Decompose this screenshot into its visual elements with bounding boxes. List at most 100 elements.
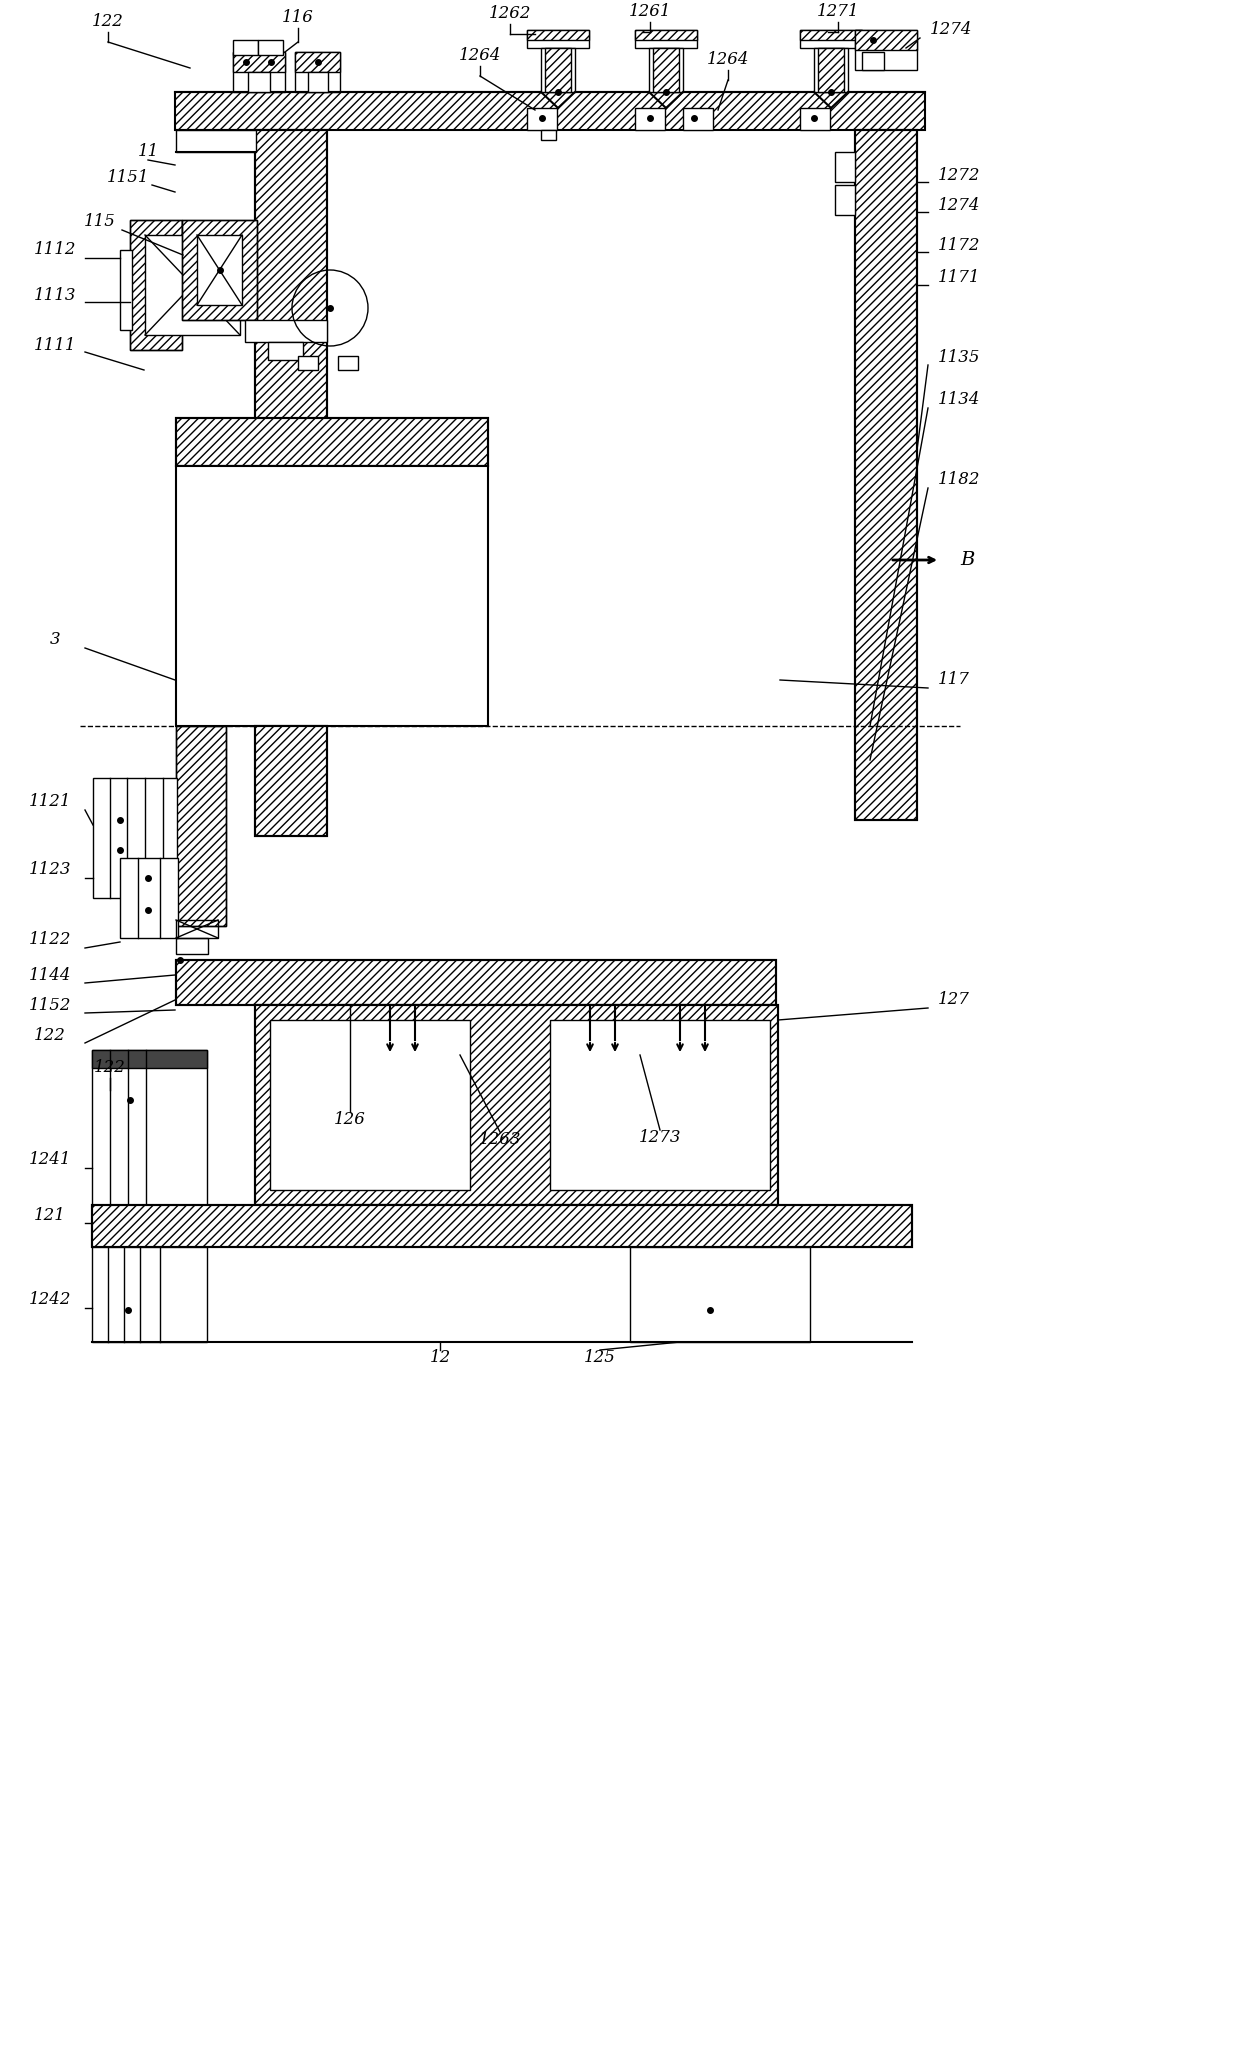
Bar — [813, 47, 848, 93]
Bar — [270, 1020, 470, 1190]
Bar — [182, 220, 257, 321]
Bar — [800, 31, 862, 39]
Bar — [248, 72, 270, 93]
Bar — [130, 220, 182, 350]
Bar — [835, 185, 856, 216]
Text: B: B — [960, 551, 975, 570]
Bar — [653, 47, 680, 93]
Bar — [258, 39, 283, 56]
Bar — [255, 726, 327, 837]
Text: 1112: 1112 — [33, 241, 76, 259]
Bar — [255, 1005, 777, 1205]
Bar — [856, 130, 918, 820]
Text: 1144: 1144 — [29, 966, 71, 983]
Text: 1171: 1171 — [937, 269, 981, 286]
Text: 1274: 1274 — [930, 21, 972, 39]
Bar — [308, 72, 329, 93]
Bar — [856, 31, 918, 70]
Bar — [176, 960, 776, 1005]
Bar — [649, 47, 683, 93]
Text: 1263: 1263 — [479, 1131, 521, 1149]
Bar — [176, 960, 776, 1005]
Bar — [130, 220, 182, 350]
Bar — [176, 938, 208, 954]
Bar — [233, 51, 285, 93]
Bar — [176, 417, 489, 467]
Bar — [683, 109, 713, 130]
Text: 1261: 1261 — [629, 4, 671, 21]
Bar — [527, 31, 589, 47]
Bar — [835, 152, 856, 183]
Bar — [339, 356, 358, 370]
Bar — [527, 109, 557, 130]
Text: 1271: 1271 — [817, 4, 859, 21]
Bar — [630, 1248, 810, 1343]
Bar — [120, 251, 131, 331]
Bar — [92, 1051, 207, 1205]
Text: 1273: 1273 — [639, 1129, 681, 1147]
Text: 1264: 1264 — [707, 51, 749, 68]
Bar — [800, 31, 862, 47]
Bar — [541, 47, 575, 93]
Bar — [197, 234, 242, 304]
Bar — [800, 109, 830, 130]
Text: 122: 122 — [92, 14, 124, 31]
Text: 1182: 1182 — [937, 471, 981, 489]
Text: 1241: 1241 — [29, 1151, 71, 1168]
Text: 117: 117 — [937, 672, 970, 689]
Text: 1151: 1151 — [107, 169, 149, 187]
Bar — [233, 39, 258, 56]
Bar — [635, 31, 697, 47]
Bar — [92, 1205, 911, 1248]
Text: 127: 127 — [937, 991, 970, 1009]
Bar — [176, 726, 226, 925]
Text: 1135: 1135 — [937, 350, 981, 366]
Text: 122: 122 — [94, 1059, 126, 1077]
Text: 116: 116 — [281, 10, 314, 27]
Bar — [541, 130, 556, 140]
Text: 1272: 1272 — [937, 167, 981, 183]
Bar — [176, 417, 489, 467]
Bar — [176, 467, 489, 726]
Text: 115: 115 — [84, 214, 115, 230]
Bar — [268, 341, 303, 360]
Bar — [176, 130, 255, 152]
Bar — [92, 1205, 911, 1248]
Bar — [120, 857, 179, 938]
Text: 122: 122 — [33, 1026, 66, 1044]
Bar — [818, 47, 844, 93]
Bar — [92, 1248, 207, 1343]
Bar — [175, 93, 925, 130]
Bar — [93, 777, 177, 898]
Bar — [176, 919, 218, 938]
Bar — [246, 321, 327, 341]
Text: 1172: 1172 — [937, 236, 981, 253]
Bar — [856, 31, 918, 49]
Text: 1274: 1274 — [937, 197, 981, 214]
Text: 1134: 1134 — [937, 391, 981, 409]
Bar — [856, 130, 918, 820]
Text: 1111: 1111 — [33, 337, 76, 354]
Bar — [862, 51, 884, 70]
Bar — [295, 51, 340, 72]
Text: 1123: 1123 — [29, 861, 71, 878]
Bar — [145, 234, 241, 335]
Bar — [551, 1020, 770, 1190]
Bar — [527, 31, 589, 39]
Text: 3: 3 — [50, 631, 61, 648]
Text: 12: 12 — [429, 1349, 450, 1367]
Text: 126: 126 — [334, 1112, 366, 1129]
Bar — [295, 51, 340, 93]
Bar — [255, 130, 327, 419]
Bar — [182, 220, 257, 321]
Bar — [635, 31, 697, 39]
Text: 1113: 1113 — [33, 286, 76, 304]
Text: 1242: 1242 — [29, 1291, 71, 1308]
Text: 1122: 1122 — [29, 931, 71, 948]
Bar — [255, 130, 327, 419]
Bar — [176, 726, 226, 925]
Text: 1121: 1121 — [29, 794, 71, 810]
Text: 1152: 1152 — [29, 997, 71, 1014]
Text: 125: 125 — [584, 1349, 616, 1367]
Bar — [546, 47, 570, 93]
